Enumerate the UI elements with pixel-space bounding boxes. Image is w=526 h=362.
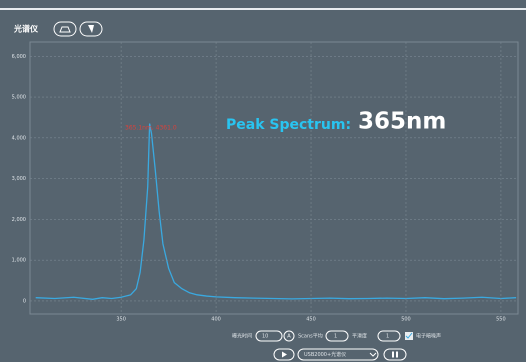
exposure-label: 曝光时间	[232, 333, 252, 340]
smooth-input[interactable]	[377, 330, 401, 342]
pause-button[interactable]	[383, 348, 407, 361]
spectrum-line	[35, 123, 517, 300]
x-tick-label: 550	[496, 317, 506, 323]
exposure-value: 10	[262, 334, 268, 340]
pause-icon	[392, 351, 394, 358]
scans-value: 1	[334, 334, 337, 340]
scans-label: Scans平均	[298, 333, 323, 340]
device-name: USB2000+光谱仪	[304, 351, 346, 358]
smooth-value: 1	[386, 334, 389, 340]
x-tick-label: 400	[211, 317, 221, 323]
check	[405, 332, 413, 339]
icon-button[interactable]	[79, 21, 103, 37]
dropdown-arrow	[369, 352, 377, 357]
headline: Peak Spectrum:	[226, 117, 351, 133]
device-select[interactable]	[297, 348, 379, 361]
play-icon	[282, 351, 287, 358]
x-tick-label: 500	[401, 317, 411, 323]
x-tick-label: 350	[116, 317, 126, 323]
dark-label: 电子暗噪声	[416, 333, 441, 340]
scans-input[interactable]	[325, 330, 349, 342]
controls: 曝光时间 10 A Scans平均 1 平滑度 1 电子暗噪声 USB2000+…	[232, 330, 441, 361]
y-tick-label: 2,000	[12, 217, 26, 223]
auto-button[interactable]	[283, 330, 295, 342]
pause-icon	[396, 351, 398, 358]
play-button[interactable]	[273, 348, 295, 361]
plot-frame	[29, 41, 519, 315]
y-tick-label: 5,000	[12, 95, 26, 101]
auto-label: A	[287, 334, 291, 340]
y-tick-label: 0	[23, 298, 26, 304]
app-title: 光谱仪	[13, 24, 39, 34]
y-tick-label: 6,000	[12, 54, 26, 60]
icon	[59, 26, 71, 33]
smooth-label: 平滑度	[352, 333, 367, 340]
headline-value: 365nm	[358, 109, 446, 135]
icon-button[interactable]	[53, 21, 77, 37]
y-tick-label: 1,000	[12, 258, 26, 264]
peak-annotation: 365.1nm, 4361.0	[125, 125, 177, 132]
y-tick-label: 4,000	[12, 135, 26, 141]
x-tick-label: 450	[306, 317, 316, 323]
exposure-input[interactable]	[255, 330, 283, 342]
icon	[88, 25, 94, 33]
y-tick-label: 3,000	[12, 176, 26, 182]
